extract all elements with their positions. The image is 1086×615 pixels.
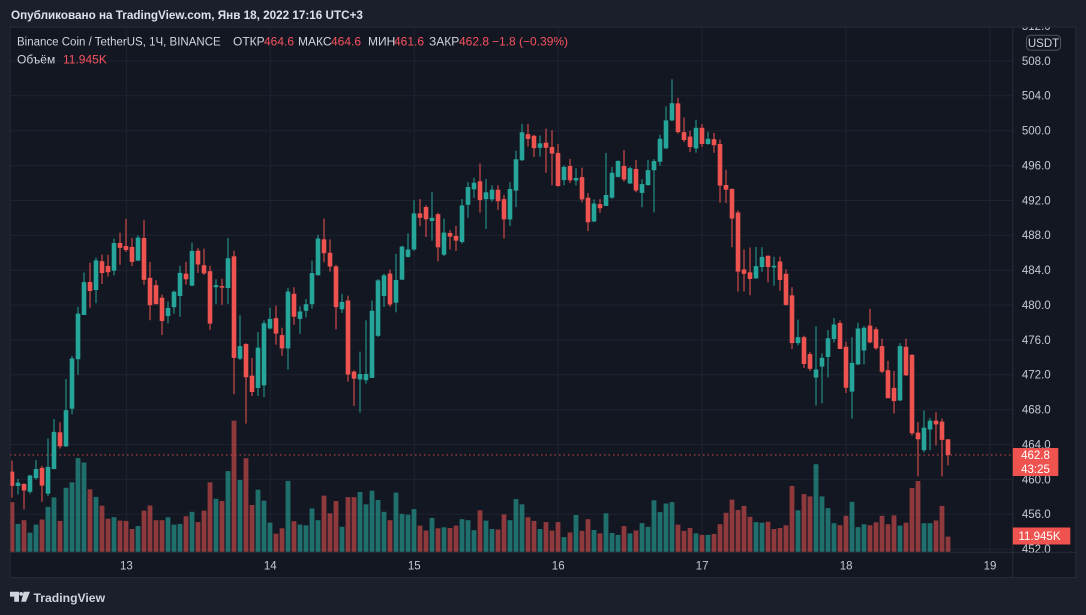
svg-text:ЗАКР: ЗАКР [429,35,459,49]
svg-text:461.6: 461.6 [394,35,424,49]
svg-text:Binance Coin / TetherUS, 1Ч, B: Binance Coin / TetherUS, 1Ч, BINANCE [17,37,221,49]
svg-text:15: 15 [408,561,421,573]
svg-text:17: 17 [696,561,709,573]
svg-text:USDT: USDT [1028,38,1059,50]
svg-text:452.0: 452.0 [1022,544,1051,556]
svg-text:508.0: 508.0 [1022,56,1051,68]
svg-text:460.0: 460.0 [1022,474,1051,486]
svg-text:464.6: 464.6 [264,35,294,49]
svg-text:11.945K: 11.945K [63,53,107,67]
svg-text:492.0: 492.0 [1022,195,1051,207]
svg-text:488.0: 488.0 [1022,230,1051,242]
svg-text:500.0: 500.0 [1022,126,1051,138]
svg-text:11.945K: 11.945K [1019,531,1061,543]
svg-text:472.0: 472.0 [1022,370,1051,382]
svg-text:−1.8 (−0.39%): −1.8 (−0.39%) [492,35,568,49]
svg-text:496.0: 496.0 [1022,161,1051,173]
svg-text:Объём: Объём [17,53,55,67]
svg-text:13: 13 [120,561,133,573]
svg-text:512.0: 512.0 [1022,21,1051,33]
svg-text:480.0: 480.0 [1022,300,1051,312]
svg-text:484.0: 484.0 [1022,265,1051,277]
svg-text:18: 18 [840,561,853,573]
svg-text:Опубликовано на TradingView.co: Опубликовано на TradingView.com, Янв 18,… [11,9,363,22]
svg-text:464.6: 464.6 [331,35,361,49]
svg-text:14: 14 [264,561,277,573]
svg-text:МИН: МИН [368,35,395,49]
svg-text:462.8: 462.8 [459,35,489,49]
svg-text:МАКС: МАКС [298,35,332,49]
svg-text:476.0: 476.0 [1022,335,1051,347]
svg-text:43:25: 43:25 [1021,464,1050,476]
svg-text:468.0: 468.0 [1022,405,1051,417]
svg-text:504.0: 504.0 [1022,91,1051,103]
svg-text:ОТКР: ОТКР [233,35,265,49]
svg-text:456.0: 456.0 [1022,509,1051,521]
svg-text:462.8: 462.8 [1021,450,1050,462]
svg-text:19: 19 [984,561,997,573]
svg-text:TradingView: TradingView [34,591,106,605]
svg-text:16: 16 [552,561,565,573]
